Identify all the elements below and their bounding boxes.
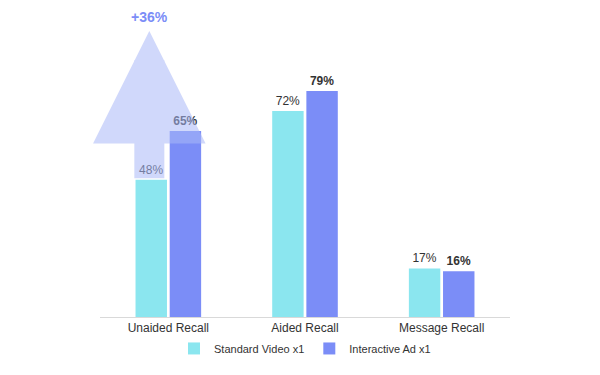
svg-text:+36%: +36% bbox=[131, 9, 168, 25]
svg-text:Standard Video x1: Standard Video x1 bbox=[214, 343, 304, 355]
svg-text:48%: 48% bbox=[139, 163, 163, 177]
svg-text:79%: 79% bbox=[310, 74, 334, 88]
svg-text:65%: 65% bbox=[173, 114, 197, 128]
svg-text:Interactive Ad x1: Interactive Ad x1 bbox=[349, 343, 430, 355]
svg-text:Aided Recall: Aided Recall bbox=[271, 321, 338, 335]
svg-text:17%: 17% bbox=[412, 251, 436, 265]
svg-text:Message Recall: Message Recall bbox=[399, 321, 484, 335]
svg-text:Unaided Recall: Unaided Recall bbox=[128, 321, 209, 335]
svg-text:72%: 72% bbox=[276, 94, 300, 108]
svg-text:16%: 16% bbox=[447, 254, 471, 268]
